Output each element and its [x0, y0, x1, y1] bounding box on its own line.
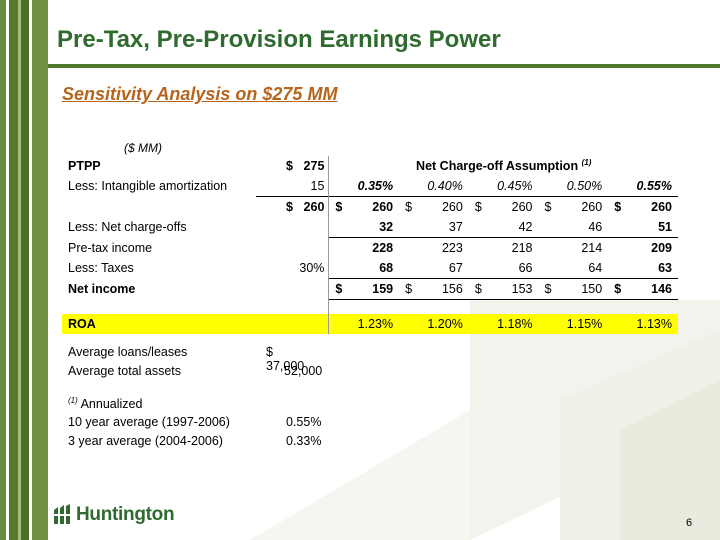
cell: $ [328, 196, 354, 217]
title-rule [48, 64, 720, 68]
cell: 214 [562, 237, 609, 258]
ten-year-value: 0.55% [286, 415, 322, 429]
cell: $ [328, 278, 354, 300]
table-row-pretax-income: Pre-tax income 228 223 218 214 209 [62, 237, 678, 258]
unit-label: ($ MM) [124, 141, 162, 155]
cell: 146 [632, 278, 678, 300]
cell: 260 [294, 196, 330, 217]
cell: 15 [294, 176, 330, 197]
three-year-label: 3 year average (2004-2006) [68, 434, 223, 448]
cell: 42 [518, 220, 533, 234]
table-row-subtotal: $ 260 $260 $260 $260 $260 $260 [62, 196, 678, 217]
logo-wordmark: Huntington [76, 504, 175, 525]
avg-assets-label: Average total assets [68, 364, 182, 378]
page-number: 6 [686, 517, 693, 529]
cell: $ [285, 159, 293, 173]
cell: 1.18% [492, 314, 539, 334]
row-label: Less: Net charge-offs [68, 220, 187, 235]
cell: $ [538, 196, 563, 217]
sensitivity-table: PTPP $ 275 Net Charge-off Assumption (1)… [62, 156, 678, 334]
cell: 67 [448, 261, 463, 275]
table-row-intangible: Less: Intangible amortization 15 0.35% 0… [62, 176, 678, 197]
cell: 153 [492, 278, 539, 300]
avg-loans-value: $ 37,000 [266, 345, 305, 373]
row-label: Pre-tax income [68, 240, 153, 255]
cell: 150 [562, 278, 609, 300]
cell: $ [256, 196, 295, 217]
cell: 0.50% [566, 179, 603, 193]
cell: 218 [492, 237, 539, 258]
avg-loans-label: Average loans/leases [68, 345, 188, 359]
cell: 209 [632, 237, 678, 258]
ten-year-line: 10 year average (1997-2006) 0.55% [68, 415, 321, 429]
cell: $ [538, 278, 563, 300]
cell: 66 [518, 261, 533, 275]
cell: 30% [294, 258, 330, 279]
three-year-line: 3 year average (2004-2006) 0.33% [68, 434, 321, 448]
header-label: Net Charge-off Assumption [416, 159, 579, 174]
cell: 260 [492, 196, 539, 217]
cell: 228 [353, 237, 400, 258]
avg-assets-value: 52,000 [284, 364, 323, 378]
cell: 51 [658, 220, 672, 234]
cell: 260 [353, 196, 400, 217]
cell: 1.23% [353, 314, 400, 334]
footnote-line: (1) Annualized [68, 396, 142, 411]
footnote-text: Annualized [80, 397, 143, 412]
huntington-logo: Huntington [52, 504, 175, 526]
table-row-net-charge-offs: Less: Net charge-offs 32 37 42 46 51 [62, 217, 678, 238]
avg-loans-line: Average loans/leases $ 37,000 [68, 345, 304, 373]
left-stripe-band [0, 0, 48, 540]
three-year-value: 0.33% [286, 434, 322, 448]
row-label: ROA [62, 314, 257, 334]
cell: $ [468, 196, 493, 217]
cell: 0.55% [636, 179, 672, 193]
ten-year-label: 10 year average (1997-2006) [68, 415, 230, 429]
cell: 68 [379, 261, 394, 275]
huntington-logo-icon [54, 504, 70, 524]
cell: 46 [588, 220, 603, 234]
cell: 0.35% [357, 179, 394, 193]
page-title: Pre-Tax, Pre-Provision Earnings Power [57, 26, 501, 53]
cell: 37 [448, 220, 463, 234]
cell: 1.15% [562, 314, 609, 334]
cell: 64 [588, 261, 603, 275]
cell: $ [608, 196, 633, 217]
footnote-marker: (1) [68, 396, 78, 405]
cell: $ [608, 278, 633, 300]
row-label: Less: Intangible amortization [68, 179, 228, 194]
cell: $ [399, 278, 424, 300]
row-label: PTPP [68, 159, 101, 173]
cell: 0.45% [497, 179, 533, 193]
nco-assumption-header: Net Charge-off Assumption (1) [329, 156, 678, 176]
cell: $ [468, 278, 493, 300]
cell: $ [399, 196, 424, 217]
cell: 275 [294, 156, 330, 176]
avg-assets-line: Average total assets 52,000 [68, 364, 322, 378]
cell: 156 [423, 278, 469, 300]
row-label: Less: Taxes [68, 261, 134, 276]
page-subtitle: Sensitivity Analysis on $275 MM [62, 84, 338, 104]
table-row-ptpp: PTPP $ 275 Net Charge-off Assumption (1) [62, 156, 678, 176]
table-row-net-income: Net income $159 $156 $153 $150 $146 [62, 278, 678, 300]
cell: 260 [632, 196, 678, 217]
cell: 0.40% [427, 179, 463, 193]
cell: 1.13% [632, 314, 678, 334]
cell: 63 [658, 261, 672, 275]
table-row-roa: ROA 1.23% 1.20% 1.18% 1.15% 1.13% [62, 314, 678, 334]
table-row-taxes: Less: Taxes 30% 68 67 66 64 63 [62, 258, 678, 279]
cell: 1.20% [423, 314, 469, 334]
row-label: Net income [68, 282, 136, 296]
header-footnote: (1) [581, 158, 592, 168]
cell: 32 [379, 220, 394, 234]
cell: 260 [562, 196, 609, 217]
cell: 223 [423, 237, 469, 258]
cell: 159 [353, 278, 400, 300]
cell: 260 [423, 196, 469, 217]
